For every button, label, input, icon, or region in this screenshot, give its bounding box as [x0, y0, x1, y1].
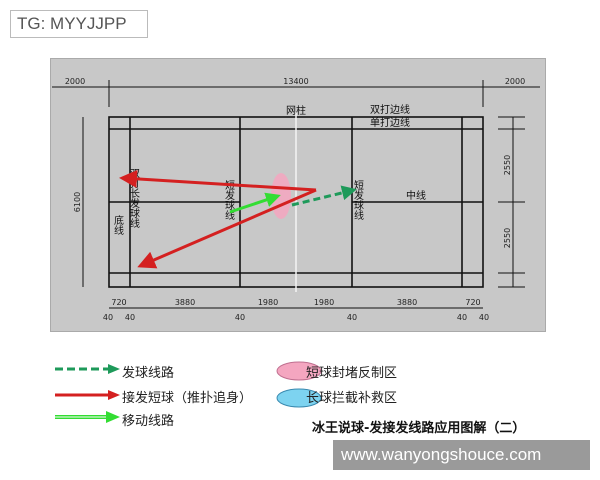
svg-text:40: 40 — [457, 313, 467, 322]
svg-text:单打边线: 单打边线 — [370, 116, 410, 129]
legend-pink-ellipse-icon — [276, 361, 322, 381]
return-arrow-long — [119, 169, 317, 192]
diagram-title: 冰王说球-发接发线路应用图解（二） — [312, 421, 526, 436]
movement-arrow — [229, 192, 281, 214]
legend-move: 移动线路 — [122, 414, 175, 429]
svg-text:3880: 3880 — [397, 298, 417, 307]
svg-text:2000: 2000 — [505, 77, 525, 86]
svg-text:双打边线: 双打边线 — [370, 103, 410, 116]
svg-text:双打长发球线: 双打长发球线 — [128, 168, 140, 228]
legend-short-zone: 短球封堵反制区 — [306, 366, 398, 381]
svg-text:2550: 2550 — [503, 228, 512, 248]
svg-text:底线: 底线 — [112, 214, 124, 235]
legend-symbols — [55, 361, 322, 423]
return-arrow-body — [137, 188, 317, 269]
svg-text:40: 40 — [103, 313, 113, 322]
svg-text:2550: 2550 — [503, 155, 512, 175]
svg-text:40: 40 — [479, 313, 489, 322]
svg-text:720: 720 — [465, 298, 480, 307]
svg-text:40: 40 — [235, 313, 245, 322]
svg-text:40: 40 — [347, 313, 357, 322]
dimension-lines — [52, 80, 540, 309]
court-labels: 网柱 双打边线 单打边线 中线 底线 双打长发球线 短发球线 短发球线 — [112, 103, 427, 235]
svg-text:40: 40 — [125, 313, 135, 322]
svg-text:3880: 3880 — [175, 298, 195, 307]
svg-text:6100: 6100 — [73, 192, 82, 212]
svg-text:13400: 13400 — [283, 77, 308, 86]
svg-text:1980: 1980 — [258, 298, 278, 307]
site-watermark: www.wanyongshouce.com — [333, 440, 590, 470]
legend-blue-ellipse-icon — [276, 388, 322, 408]
svg-text:2000: 2000 — [65, 77, 85, 86]
dimension-labels: 2000 13400 2000 6100 2550 2550 720 3880 … — [65, 77, 525, 322]
legend-long-zone: 长球拦截补救区 — [306, 391, 398, 406]
svg-text:短发球线: 短发球线 — [352, 179, 364, 220]
svg-text:网柱: 网柱 — [286, 104, 306, 117]
svg-text:1980: 1980 — [314, 298, 334, 307]
svg-text:720: 720 — [111, 298, 126, 307]
svg-text:中线: 中线 — [406, 189, 426, 202]
svg-text:短发球线: 短发球线 — [223, 179, 235, 220]
watermark: TG: MYYJJPP — [10, 10, 148, 38]
legend-return: 接发短球（推扑追身） — [122, 391, 253, 406]
legend-serve: 发球线路 — [122, 366, 175, 381]
